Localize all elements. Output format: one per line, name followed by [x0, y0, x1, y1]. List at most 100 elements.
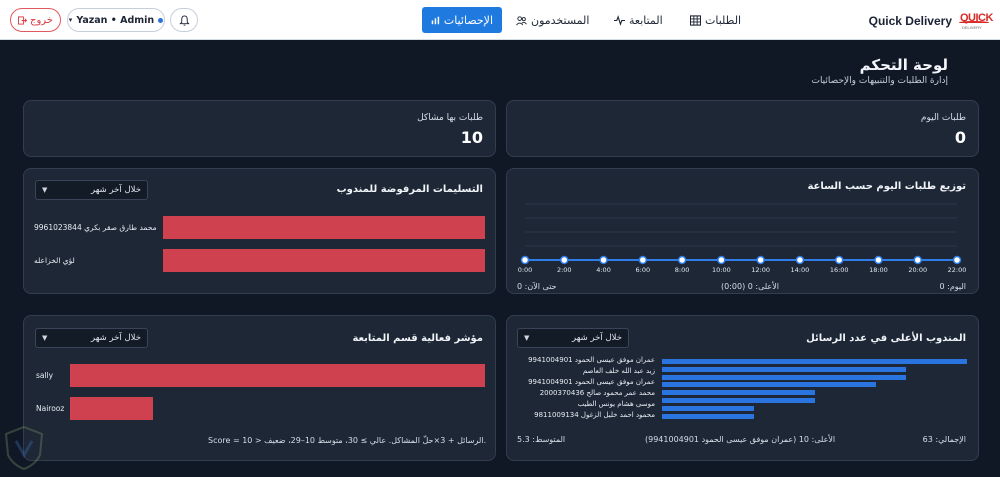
user-menu-button[interactable]: ▾ Yazan • Admin [67, 8, 165, 32]
stat-label: طلبات بها مشاكل [417, 113, 483, 123]
chevron-down-icon: ▼ [42, 186, 48, 194]
x-tick-label: 12:00 [751, 266, 770, 274]
x-tick-label: 16:00 [830, 266, 849, 274]
table-icon [690, 14, 701, 26]
bar [662, 398, 815, 403]
bell-icon [178, 14, 190, 26]
followup-effectiveness-card: مؤشر فعالية قسم المتابعة خلال آخر شهر ▼ … [23, 315, 496, 461]
chevron-down-icon: ▼ [524, 334, 530, 342]
brand[interactable]: Quick Delivery QUICK DELIVERY [868, 8, 994, 34]
stat-card-today-orders: طلبات اليوم 0 [506, 100, 979, 157]
data-point [795, 255, 805, 265]
nav-orders[interactable]: الطلبات [690, 8, 741, 32]
bar-label: موسى هشام يونس الطيب [577, 400, 655, 408]
bar-label: محمد عمر محمود صالح 2000370436 [539, 389, 655, 397]
data-point [677, 255, 687, 265]
period-select[interactable]: خلال آخر شهر ▼ [35, 328, 148, 348]
bar [163, 216, 485, 239]
brand-name: Quick Delivery [868, 14, 952, 28]
period-select[interactable]: خلال آخر شهر ▼ [35, 180, 148, 200]
bar [662, 374, 906, 380]
nav-stats[interactable]: الإحصائيات [422, 7, 502, 33]
data-point [599, 255, 608, 265]
data-point [638, 255, 648, 265]
logo-swoosh [959, 21, 989, 24]
card-title: مؤشر فعالية قسم المتابعة [352, 333, 483, 344]
bar-label: لؤي الخزاعله [34, 256, 75, 265]
nav-followup-label: المتابعة [629, 13, 663, 27]
data-point [834, 255, 844, 265]
bar [662, 413, 754, 419]
top-navbar: Quick Delivery QUICK DELIVERY الطلبات ال… [0, 0, 1000, 40]
select-value: خلال آخر شهر [91, 185, 141, 195]
messages-footer-total: الإجمالي: 63 [922, 435, 966, 444]
card-title: المندوب الأعلى في عدد الرسائل [806, 333, 966, 344]
stat-label: طلبات اليوم [920, 113, 966, 123]
user-label: Yazan • Admin [76, 14, 155, 26]
nav-orders-label: الطلبات [705, 13, 742, 27]
messages-footer-avg: المتوسط: 5.3 [517, 435, 566, 444]
status-dot [158, 17, 164, 23]
logo-sub: DELIVERY [962, 25, 982, 30]
stat-value: 0 [954, 128, 966, 147]
data-point [952, 255, 962, 265]
x-tick-label: 0:00 [518, 266, 533, 274]
bar-label: عمران موفق عيسى الحمود 9941004901 [528, 356, 655, 364]
nav-followup[interactable]: المتابعة [614, 8, 663, 32]
x-tick-label: 10:00 [712, 266, 731, 274]
data-point [913, 255, 922, 265]
x-tick-label: 14:00 [791, 266, 810, 274]
followup-score-note: Score = الرسائل + 3×حلّ المشاكل. عالي ≥ … [208, 436, 487, 445]
logout-icon [18, 15, 27, 25]
nav-users[interactable]: المستخدمون [516, 8, 589, 32]
bar-label: Nairooz [36, 404, 65, 413]
x-tick-label: 2:00 [557, 266, 572, 274]
card-title: توزيع طلبات اليوم حسب الساعة [807, 181, 966, 192]
notifications-button[interactable] [170, 8, 198, 32]
page-subtitle: إدارة الطلبات والتنبيهات والإحصائيات [811, 76, 948, 86]
bar-label: sally [36, 371, 54, 380]
logout-button[interactable]: خروج [10, 8, 61, 32]
data-point [756, 255, 765, 265]
bar [163, 249, 485, 272]
bar-label: محمد طارق صقر بكري 9961023844 [34, 223, 157, 232]
pulse-icon [614, 14, 625, 26]
nav-users-label: المستخدمون [531, 13, 590, 27]
bar [70, 364, 485, 387]
data-point [520, 255, 530, 265]
hourly-footer-today: اليوم: 0 [939, 282, 967, 291]
bar [662, 405, 754, 411]
logout-label: خروج [30, 14, 53, 26]
bar [662, 366, 906, 372]
messages-footer-max: الأعلى: 10 (عمران موفق عيسى الحمود 99410… [645, 435, 836, 444]
hourly-line-chart: 0:00 2:00 4:00 6:00 8:00 10:00 12:00 14:00 16:00… [518, 203, 967, 274]
top-messages-card: المندوب الأعلى في عدد الرسائل خلال آخر ش… [506, 315, 979, 461]
x-tick-label: 8:00 [675, 266, 690, 274]
x-tick-label: 22:00 [948, 266, 967, 274]
select-value: خلال آخر شهر [572, 333, 622, 343]
x-tick-label: 18:00 [869, 266, 888, 274]
chevron-down-icon: ▼ [42, 334, 48, 342]
bar-label: زيد عبد الله خلف العاصم [582, 367, 655, 375]
hourly-orders-card: توزيع طلبات اليوم حسب الساعة 0:00 2:00 4:0… [506, 168, 979, 294]
bar [662, 390, 815, 396]
x-tick-label: 6:00 [636, 266, 651, 274]
select-value: خلال آخر شهر [91, 333, 141, 343]
nav-stats-label: الإحصائيات [443, 13, 493, 27]
period-select[interactable]: خلال آخر شهر ▼ [517, 328, 629, 348]
data-point [874, 255, 883, 265]
bar-label: محمود احمد خليل الزغول 9811009134 [534, 411, 655, 419]
hourly-footer-max: الأعلى: 0 (0:00) [721, 282, 779, 291]
chevron-down-icon: ▾ [68, 16, 73, 24]
data-point [717, 255, 726, 265]
bar [70, 397, 153, 420]
card-title: التسليمات المرفوضة للمندوب [336, 184, 483, 195]
shield-watermark-icon [4, 425, 44, 471]
hourly-footer-sofar: حتى الآن: 0 [517, 282, 557, 291]
bar [662, 382, 876, 388]
bar-label: عمران موفق عيسى الحمود 9941004901 [528, 378, 655, 386]
x-tick-label: 4:00 [596, 266, 611, 274]
page-title: لوحة التحكم [859, 56, 948, 74]
stat-card-problem-orders: طلبات بها مشاكل 10 [23, 100, 496, 157]
stat-value: 10 [460, 128, 483, 147]
